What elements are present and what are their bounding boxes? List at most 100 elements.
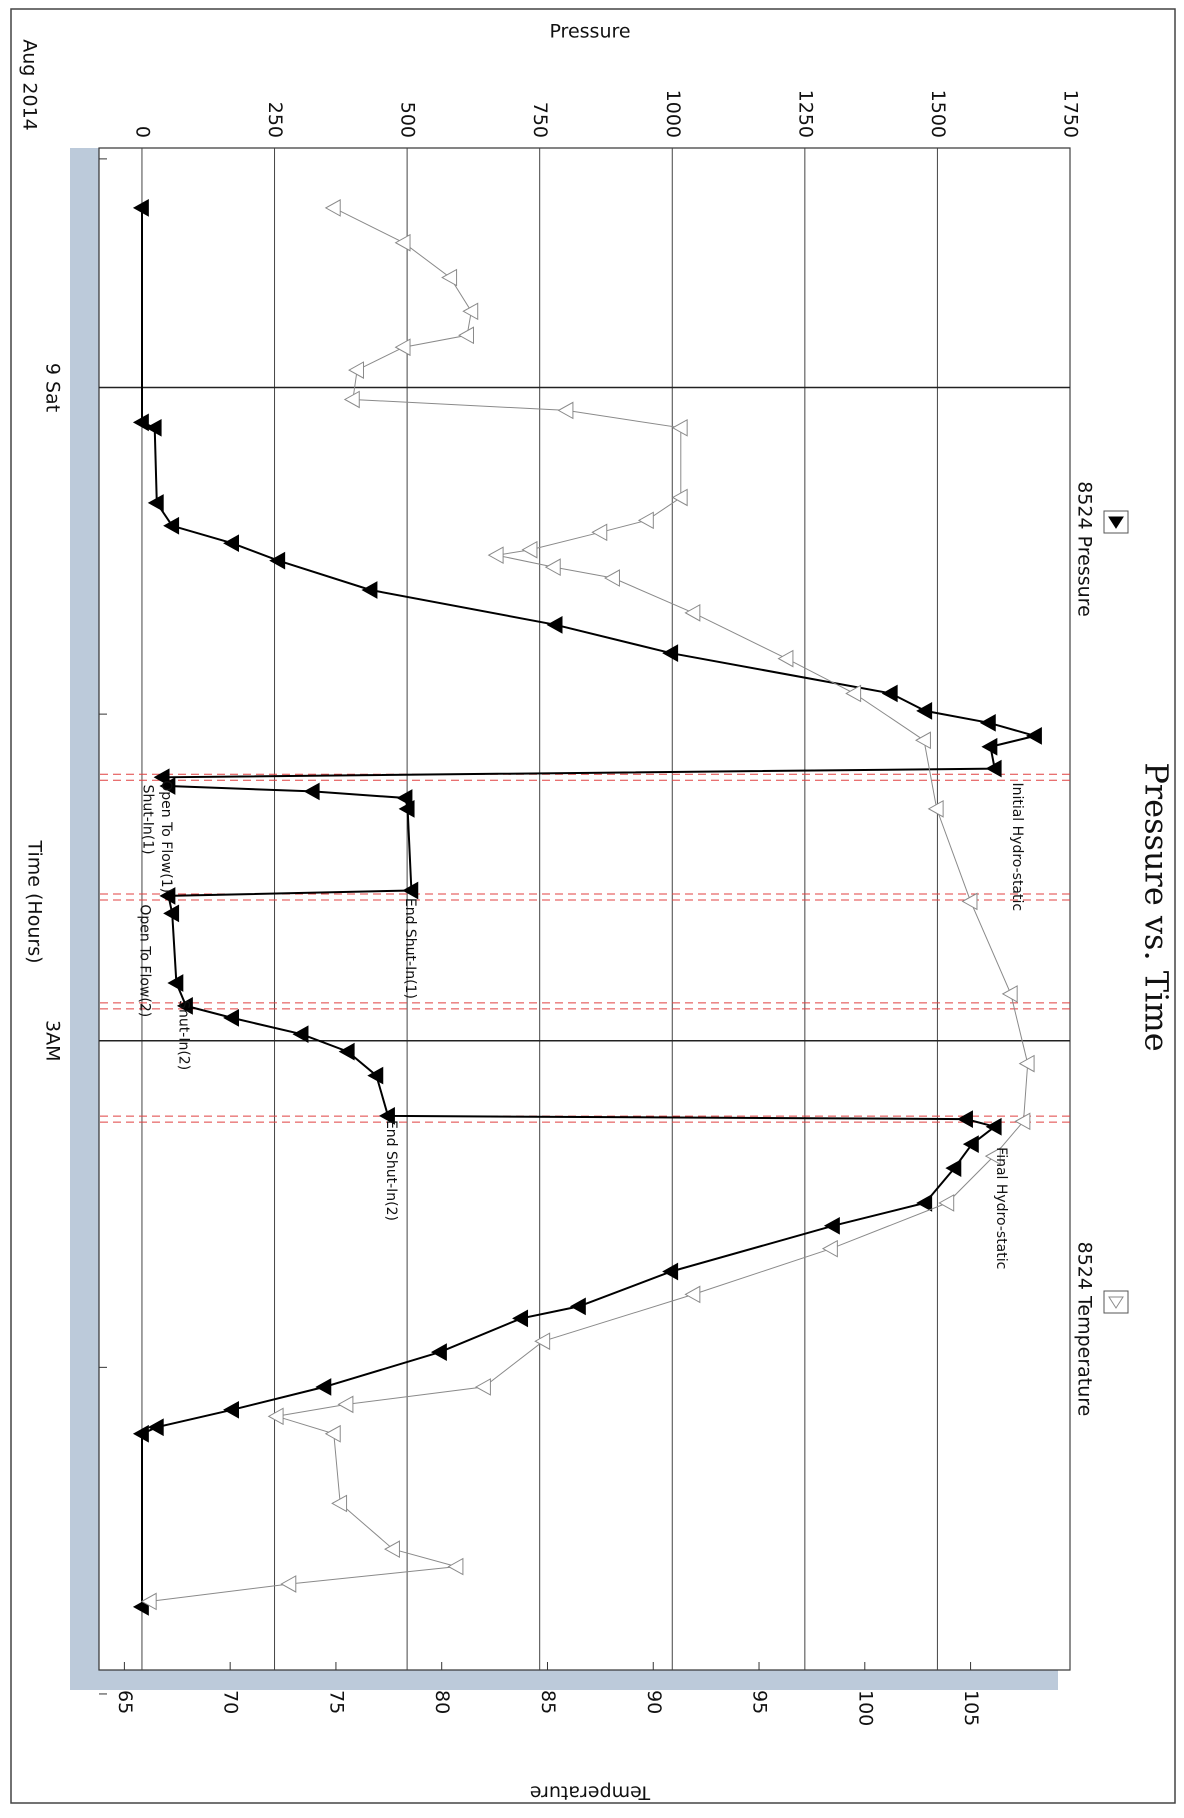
data-point (544, 558, 561, 576)
annotation: Open To Flow(2) (137, 904, 153, 1017)
data-point (474, 1378, 491, 1396)
annotation: Open To Flow(1) (158, 780, 174, 893)
data-point (957, 1110, 973, 1128)
data-point (945, 1159, 962, 1177)
data-point (546, 616, 563, 634)
x-axis-label: Time (Hours) (24, 839, 46, 963)
data-point (458, 326, 474, 345)
data-point (267, 1407, 284, 1426)
data-point (361, 581, 378, 599)
data-point (348, 361, 364, 379)
data-point (1018, 1054, 1035, 1073)
annotation: Shut-In(1) (139, 785, 155, 855)
data-point (777, 649, 794, 668)
x-tick-label: 9 Sat (42, 363, 64, 412)
data-point (487, 546, 504, 565)
data-point (962, 1135, 979, 1154)
data-point (396, 789, 413, 807)
data-point (280, 1575, 297, 1593)
data-point (881, 684, 898, 703)
data-point (684, 1285, 701, 1304)
y2-tick-label: 70 (220, 1690, 242, 1714)
data-point (269, 551, 286, 570)
date-label: Aug 2014 (19, 39, 41, 131)
data-point (145, 418, 162, 437)
data-point (684, 604, 701, 622)
legend-label: 8524 Pressure (1074, 481, 1096, 617)
legend-marker (1108, 516, 1124, 529)
y2-tick-label: 105 (960, 1690, 982, 1726)
y-tick-label: 250 (264, 102, 286, 138)
data-point (462, 302, 479, 321)
series-line (141, 207, 1039, 1607)
data-point (176, 997, 193, 1015)
data-point (557, 401, 574, 420)
data-point (132, 199, 149, 217)
chart-title: Pressure vs. Time (1138, 762, 1176, 1051)
y-tick-label: 750 (529, 102, 551, 138)
data-point (167, 974, 184, 992)
data-point (961, 892, 978, 911)
data-point (394, 233, 411, 252)
y2-tick-label: 100 (854, 1690, 876, 1726)
data-point (398, 799, 415, 818)
annotation: Shut-In(2) (175, 1000, 191, 1070)
data-point (823, 1216, 840, 1235)
data-point (447, 1557, 464, 1576)
data-point (637, 511, 654, 530)
y-tick-label: 1750 (1060, 90, 1082, 138)
data-point (662, 1262, 679, 1281)
data-point (521, 540, 538, 559)
x-tick-label: 3AM (42, 1020, 64, 1061)
data-point (223, 534, 240, 553)
data-point (927, 799, 944, 818)
data-point (132, 413, 149, 432)
data-point (315, 1378, 332, 1396)
data-point (223, 1009, 240, 1027)
data-point (915, 731, 931, 750)
y-tick-label: 1000 (662, 90, 684, 138)
data-point (671, 488, 688, 507)
data-point (337, 1395, 354, 1414)
y2-tick-label: 75 (325, 1690, 347, 1714)
data-point (367, 1066, 384, 1085)
data-point (534, 1332, 551, 1351)
y2-tick-label: 95 (749, 1690, 771, 1714)
data-point (159, 887, 176, 905)
data-point (324, 1424, 341, 1443)
data-point (153, 768, 170, 787)
plot-area (98, 147, 1071, 1671)
y2-tick-label: 80 (431, 1690, 453, 1714)
annotation: Initial Hydro-static (1009, 782, 1025, 911)
data-point (402, 881, 419, 900)
data-point (916, 1194, 933, 1212)
annotation: Final Hydro-static (993, 1147, 1009, 1269)
data-point (132, 1424, 149, 1443)
data-point (147, 1418, 164, 1437)
data-point (1001, 985, 1018, 1003)
y2-tick-label: 90 (643, 1690, 665, 1714)
data-point (163, 904, 180, 923)
data-point (441, 268, 458, 287)
series-line (149, 207, 1029, 1602)
data-point (338, 1042, 355, 1061)
data-point (984, 1147, 1001, 1165)
data-point (671, 418, 688, 437)
data-point (324, 199, 341, 217)
data-point (1025, 727, 1042, 745)
data-point (331, 1494, 348, 1513)
data-point (916, 702, 933, 720)
y-tick-label: 1500 (927, 90, 949, 138)
data-point (147, 494, 164, 512)
y-tick-label: 500 (397, 102, 419, 138)
y2-tick-label: 85 (537, 1690, 559, 1714)
data-point (292, 1025, 309, 1044)
y2-tick-label: 65 (114, 1690, 136, 1714)
data-point (430, 1343, 447, 1361)
y-axis-label: Pressure (549, 21, 630, 43)
data-point (163, 516, 180, 535)
data-point (821, 1239, 838, 1258)
data-point (938, 1194, 955, 1212)
data-point (378, 1107, 395, 1125)
